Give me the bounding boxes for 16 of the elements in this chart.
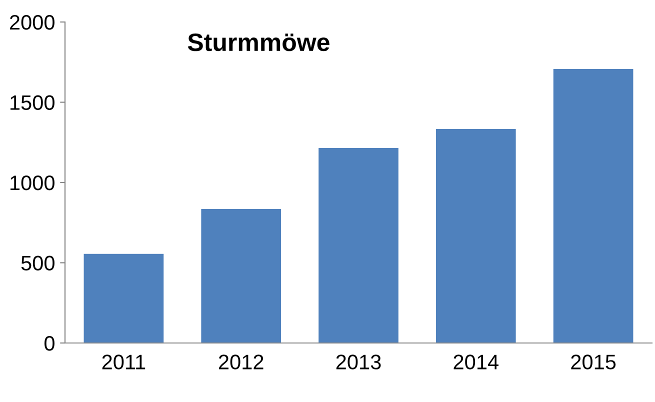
y-tick-label: 0: [44, 336, 54, 351]
bar: [201, 208, 282, 343]
bar: [553, 69, 634, 343]
bar: [436, 129, 516, 343]
y-tick-label: 2000: [10, 15, 54, 30]
x-tick-label: 2015: [571, 354, 616, 370]
x-tick-label: 2013: [336, 354, 381, 370]
x-tick-label: 2012: [218, 354, 264, 370]
y-tick-label: 1500: [10, 95, 54, 110]
y-tick-label: 1000: [10, 176, 54, 190]
y-tick-label: 500: [21, 256, 54, 271]
bar: [318, 148, 398, 343]
bar: [84, 254, 164, 343]
x-tick-label: 2014: [454, 354, 498, 370]
chart-title: Sturmmöwe: [188, 33, 330, 52]
x-tick-label: 2011: [102, 354, 146, 370]
